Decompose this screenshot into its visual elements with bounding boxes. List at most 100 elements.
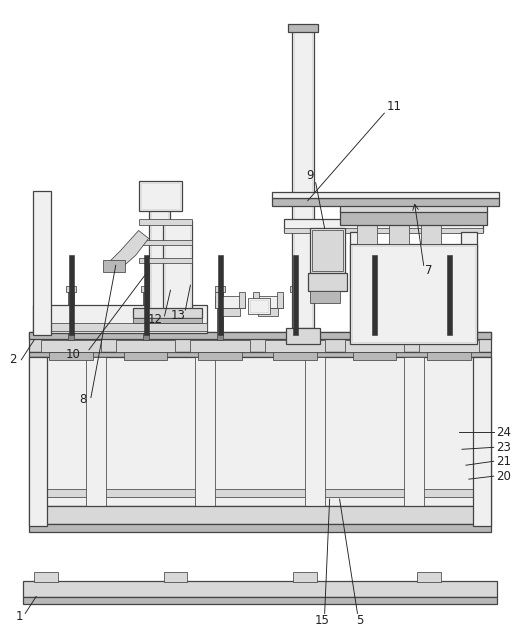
Bar (29, 489, 491, 497)
Bar (144, 255, 149, 335)
Bar (33, 191, 51, 335)
Text: 5: 5 (356, 614, 363, 627)
Bar (142, 290, 149, 340)
Bar (404, 357, 424, 506)
Text: 8: 8 (79, 393, 87, 406)
Bar (218, 255, 223, 335)
Bar (352, 246, 475, 342)
Bar (424, 219, 438, 225)
Text: 12: 12 (148, 313, 163, 327)
Bar (217, 290, 223, 340)
Bar (308, 273, 346, 291)
Bar (86, 357, 106, 506)
Bar (273, 352, 317, 360)
Bar (392, 219, 406, 225)
Bar (23, 581, 497, 597)
Text: 13: 13 (171, 309, 186, 322)
Text: 10: 10 (66, 348, 81, 361)
Bar (311, 230, 343, 271)
Bar (116, 340, 175, 352)
Bar (41, 340, 101, 352)
Bar (151, 196, 168, 315)
Bar (349, 244, 477, 344)
Bar (284, 228, 483, 234)
Bar (133, 308, 202, 318)
Bar (29, 332, 491, 338)
Bar (29, 352, 491, 357)
Bar (29, 357, 491, 506)
Bar (417, 572, 441, 582)
Bar (371, 290, 378, 340)
Bar (33, 305, 207, 333)
Bar (124, 352, 167, 360)
Bar (163, 221, 192, 310)
Bar (164, 223, 190, 308)
Bar (290, 286, 300, 292)
Text: 2: 2 (9, 353, 17, 366)
Bar (68, 290, 74, 340)
Bar (421, 223, 441, 244)
Bar (163, 572, 187, 582)
Bar (239, 292, 245, 308)
Bar (305, 357, 324, 506)
Bar (340, 211, 487, 225)
Bar (293, 255, 298, 335)
Bar (461, 232, 477, 342)
Text: 7: 7 (425, 263, 433, 277)
Bar (372, 255, 378, 335)
Bar (310, 291, 340, 303)
Text: 21: 21 (496, 455, 511, 468)
Bar (277, 292, 283, 308)
Bar (310, 228, 345, 273)
Bar (272, 191, 499, 198)
Bar (292, 290, 298, 340)
Bar (253, 296, 283, 308)
Polygon shape (111, 230, 149, 271)
Bar (220, 308, 240, 316)
Bar (29, 506, 491, 524)
Bar (253, 292, 259, 308)
Bar (357, 223, 378, 244)
Bar (265, 340, 324, 352)
Bar (248, 298, 270, 314)
Bar (139, 241, 192, 246)
Bar (149, 196, 171, 315)
Bar (272, 198, 499, 205)
Bar (215, 296, 245, 308)
Text: 23: 23 (496, 441, 511, 454)
Bar (190, 340, 250, 352)
Bar (196, 357, 215, 506)
Bar (33, 323, 207, 331)
Bar (349, 232, 366, 342)
Bar (139, 258, 192, 263)
Bar (288, 24, 318, 31)
Text: 11: 11 (387, 100, 402, 113)
Text: 24: 24 (496, 426, 511, 439)
Bar (250, 300, 268, 312)
Bar (34, 572, 58, 582)
Bar (140, 286, 151, 292)
Bar (294, 29, 311, 328)
Bar (215, 286, 225, 292)
Bar (29, 338, 491, 352)
Bar (139, 181, 183, 211)
Text: 9: 9 (306, 169, 314, 182)
Bar (353, 352, 396, 360)
Bar (345, 340, 404, 352)
Bar (360, 219, 374, 225)
Text: 15: 15 (314, 614, 329, 627)
Bar (447, 255, 452, 335)
Bar (293, 572, 317, 582)
Bar (29, 357, 47, 526)
Bar (139, 219, 192, 225)
Bar (69, 255, 74, 335)
Bar (389, 223, 409, 244)
Bar (369, 286, 380, 292)
Bar (29, 524, 491, 532)
Bar (286, 328, 320, 344)
Bar (66, 286, 76, 292)
Bar (198, 352, 242, 360)
Bar (427, 352, 471, 360)
Bar (446, 290, 452, 340)
Bar (284, 219, 483, 232)
